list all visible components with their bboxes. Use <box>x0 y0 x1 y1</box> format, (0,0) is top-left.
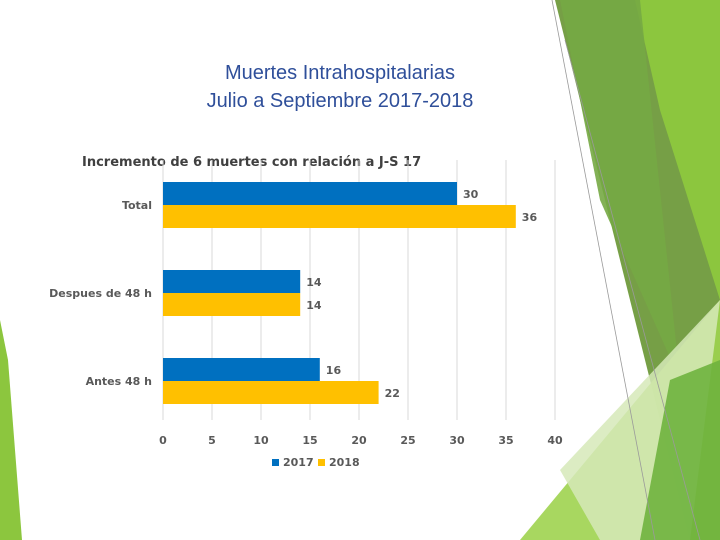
x-tick-label: 25 <box>400 434 415 447</box>
bar-2017 <box>163 358 320 381</box>
deco-line-1 <box>551 0 656 540</box>
legend-label: 2018 <box>329 456 360 469</box>
bar-2017 <box>163 270 301 293</box>
deco-shape-right-light <box>560 0 680 380</box>
legend-label: 2017 <box>283 456 314 469</box>
x-tick-label: 30 <box>449 434 465 447</box>
bar-2018 <box>163 293 301 316</box>
bar-2018 <box>163 381 379 404</box>
slide-title-line2: Julio a Septiembre 2017-2018 <box>206 90 474 112</box>
slide-title-line1: Muertes Intrahospitalarias <box>224 62 456 84</box>
deco-line-2 <box>564 39 701 540</box>
x-tick-label: 15 <box>302 434 317 447</box>
category-label: Despues de 48 h <box>49 287 152 300</box>
bar-2018 <box>163 205 516 228</box>
data-label: 36 <box>522 211 538 224</box>
bar-2017 <box>163 182 457 205</box>
data-label: 14 <box>306 299 322 312</box>
x-tick-label: 40 <box>547 434 563 447</box>
data-label: 22 <box>385 387 400 400</box>
data-label: 30 <box>463 188 479 201</box>
category-label: Total <box>122 199 152 212</box>
data-label: 14 <box>306 276 322 289</box>
x-tick-label: 0 <box>159 434 167 447</box>
deco-shape-right-mid <box>635 0 720 300</box>
deco-shape-bottom-mid <box>640 360 720 540</box>
data-label: 16 <box>326 364 342 377</box>
deco-shape-left <box>0 320 22 540</box>
x-tick-label: 35 <box>498 434 513 447</box>
x-tick-label: 20 <box>351 434 367 447</box>
x-tick-label: 5 <box>208 434 216 447</box>
category-label: Antes 48 h <box>86 375 152 388</box>
legend-swatch-2018 <box>318 459 325 466</box>
x-tick-label: 10 <box>253 434 269 447</box>
chart-title: Incremento de 6 muertes con relación a J… <box>82 155 421 170</box>
legend-swatch-2017 <box>272 459 279 466</box>
